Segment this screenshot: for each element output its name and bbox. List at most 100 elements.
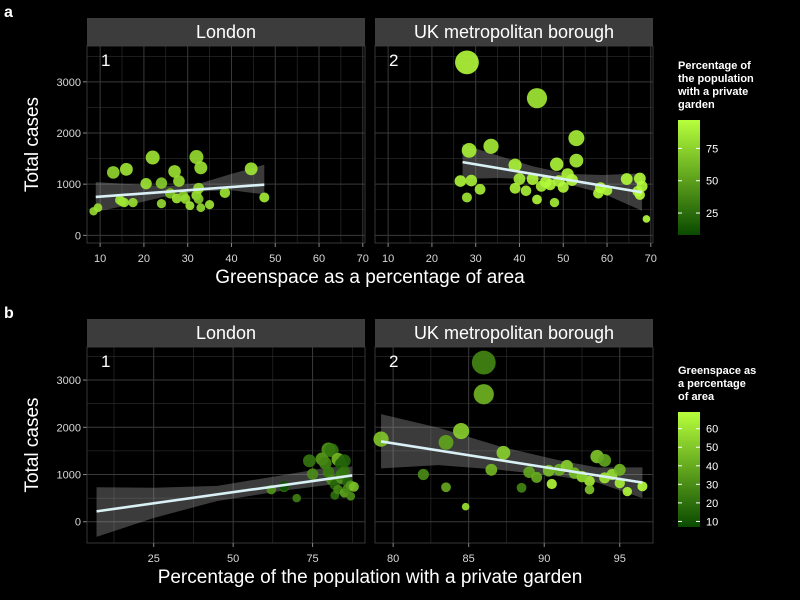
facet-number: 1: [101, 352, 110, 371]
data-point: [483, 138, 499, 154]
data-point: [155, 177, 168, 189]
data-point: [465, 174, 478, 187]
facet-strip: [375, 18, 653, 46]
data-point: [453, 422, 470, 440]
data-point: [461, 502, 470, 511]
data-point: [173, 175, 185, 187]
data-point: [454, 175, 467, 187]
data-point: [194, 161, 208, 175]
legend-title-line: of area: [678, 391, 715, 403]
data-point: [318, 456, 332, 470]
data-point: [204, 200, 215, 210]
y-axis-label: Total cases: [22, 397, 43, 492]
data-point: [306, 468, 319, 480]
y-tick-label: 1000: [57, 470, 81, 482]
x-tick-label: 10: [382, 253, 394, 265]
facet-strip: [87, 319, 365, 347]
data-point: [441, 482, 451, 493]
y-tick-label: 1000: [57, 179, 81, 191]
data-point: [438, 435, 454, 450]
legend-tick-label: 50: [706, 176, 718, 188]
facet-title: London: [196, 323, 256, 343]
data-point: [473, 384, 494, 405]
x-tick-label: 60: [601, 253, 613, 265]
data-point: [156, 199, 167, 209]
data-point: [485, 463, 498, 476]
data-point: [509, 182, 521, 194]
data-point: [461, 192, 472, 203]
data-point: [346, 491, 356, 501]
data-point: [526, 173, 539, 185]
data-point: [373, 431, 389, 447]
data-point: [496, 445, 511, 460]
facet-title: UK metropolitan borough: [414, 323, 614, 343]
legend-tick-label: 50: [706, 442, 718, 454]
data-point: [196, 203, 206, 213]
data-point: [455, 50, 479, 75]
legend-title-line: garden: [678, 99, 715, 111]
x-axis-label: Percentage of the population with a priv…: [158, 567, 583, 588]
x-tick-label: 90: [538, 553, 550, 565]
data-point: [508, 158, 522, 172]
x-tick-label: 80: [387, 553, 399, 565]
confidence-ribbon: [95, 164, 265, 212]
legend-title-line: Percentage of: [678, 60, 751, 72]
figure-label-a: a: [4, 4, 13, 21]
data-point: [531, 471, 543, 483]
x-tick-label: 75: [306, 553, 318, 565]
legend-title-line: a percentage: [678, 378, 746, 390]
x-tick-label: 30: [470, 253, 482, 265]
x-tick-label: 70: [645, 253, 657, 265]
legend-title-line: the population: [678, 73, 754, 85]
facet-title: UK metropolitan borough: [414, 22, 614, 42]
x-axis-label: Greenspace as a percentage of area: [215, 267, 525, 288]
data-point: [557, 181, 569, 193]
x-tick-label: 60: [313, 253, 325, 265]
x-tick-label: 10: [94, 253, 106, 265]
trend-line: [96, 474, 353, 513]
facet-number: 1: [101, 51, 110, 70]
data-point: [189, 150, 204, 165]
data-point: [119, 197, 129, 208]
x-tick-label: 70: [357, 253, 369, 265]
data-point: [93, 203, 103, 213]
legend-tick-label: 40: [706, 461, 718, 473]
trend-line: [380, 440, 643, 484]
legend-tick-label: 30: [706, 479, 718, 491]
y-axis-label: Total cases: [22, 97, 43, 192]
data-point: [180, 194, 191, 204]
data-point: [303, 454, 316, 468]
data-point: [145, 150, 160, 165]
x-tick-label: 50: [227, 553, 239, 565]
plot-panel: [86, 45, 366, 244]
x-tick-label: 20: [138, 253, 150, 265]
x-tick-label: 25: [148, 553, 160, 565]
legend-tick-label: 25: [706, 208, 718, 220]
data-point: [474, 183, 486, 195]
y-tick-label: 3000: [57, 375, 81, 387]
x-tick-label: 85: [463, 553, 475, 565]
data-point: [348, 481, 359, 492]
data-point: [193, 194, 204, 204]
figure-label-b: b: [4, 305, 14, 322]
y-tick-label: 0: [75, 517, 81, 529]
x-tick-label: 40: [513, 253, 525, 265]
legend-title-line: with a private: [677, 86, 748, 98]
y-tick-label: 2000: [57, 422, 81, 434]
legend-colorbar: [678, 120, 700, 235]
legend-title-line: Greenspace as: [678, 365, 756, 377]
data-point: [338, 465, 351, 478]
x-tick-label: 95: [614, 553, 626, 565]
data-point: [613, 463, 626, 476]
trend-line: [95, 183, 265, 199]
data-point: [549, 157, 564, 171]
y-tick-label: 2000: [57, 128, 81, 140]
legend-tick-label: 60: [706, 424, 718, 436]
facet-strip: [375, 319, 653, 347]
data-point: [128, 197, 138, 208]
data-point: [633, 172, 646, 185]
data-point: [549, 197, 560, 208]
y-tick-label: 0: [75, 230, 81, 242]
data-point: [620, 173, 633, 185]
